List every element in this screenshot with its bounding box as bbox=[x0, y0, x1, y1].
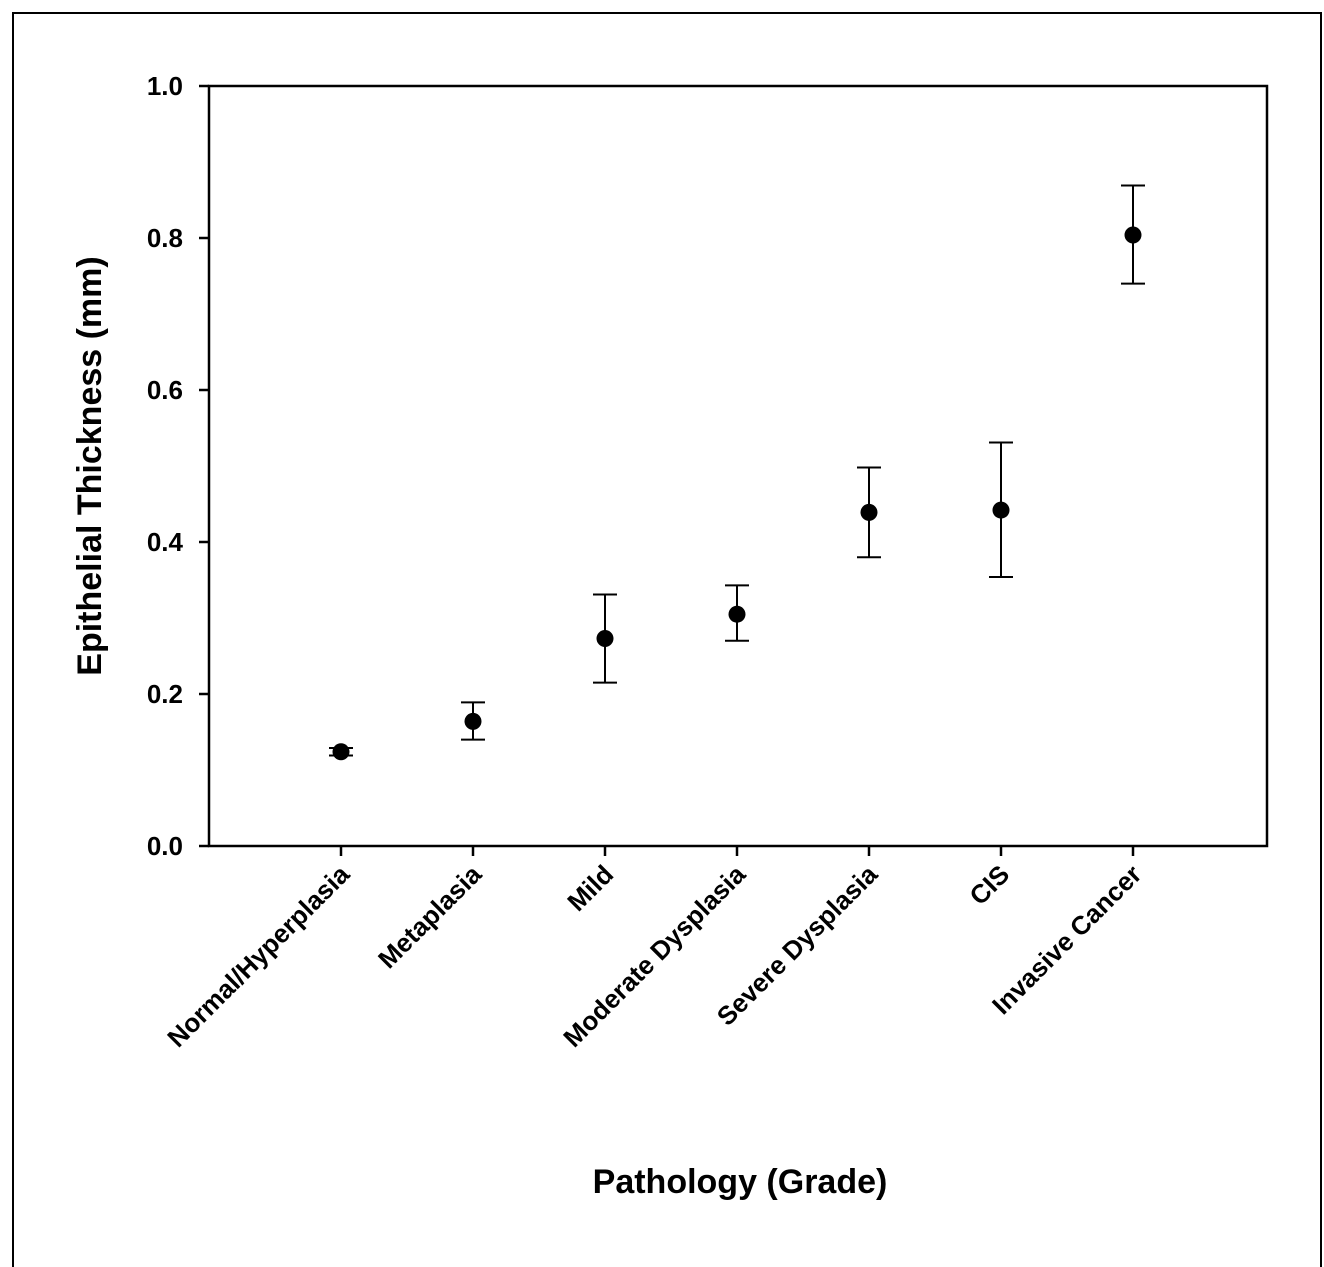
data-point-0 bbox=[329, 743, 353, 761]
marker-1 bbox=[464, 712, 482, 730]
data-point-1 bbox=[461, 701, 485, 741]
marker-6 bbox=[1124, 226, 1142, 244]
data-series bbox=[329, 184, 1145, 761]
plot-area bbox=[207, 84, 1269, 848]
x-axis-title: Pathology (Grade) bbox=[593, 1163, 888, 1201]
x-tick-label-1: Metaplasia bbox=[372, 859, 488, 975]
x-tick-label-5: CIS bbox=[963, 859, 1015, 911]
x-tick-label-2: Mild bbox=[561, 859, 619, 917]
x-tick-label-0: Normal/Hyperplasia bbox=[161, 859, 355, 1053]
marker-3 bbox=[728, 605, 746, 623]
marker-5 bbox=[992, 501, 1010, 519]
x-axis: Normal/Hyperplasia Metaplasia MildModerate… bbox=[161, 846, 1147, 1053]
figure-frame bbox=[12, 12, 1322, 1267]
y-tick-label-4: 0.8 bbox=[147, 223, 183, 253]
marker-0 bbox=[332, 743, 350, 761]
data-point-2 bbox=[593, 593, 617, 684]
y-tick-label-0: 0.0 bbox=[147, 831, 183, 861]
data-point-6 bbox=[1121, 184, 1145, 285]
data-point-5 bbox=[989, 441, 1013, 578]
marker-4 bbox=[860, 503, 878, 521]
data-point-4 bbox=[857, 466, 881, 559]
y-axis-title: Epithelial Thickness (mm) bbox=[71, 256, 109, 675]
y-tick-label-1: 0.2 bbox=[147, 679, 183, 709]
marker-2 bbox=[596, 630, 614, 648]
data-point-3 bbox=[725, 584, 749, 642]
y-tick-label-3: 0.6 bbox=[147, 375, 183, 405]
y-axis: 0.0 0.2 0.4 0.6 0.8 1.0 bbox=[147, 71, 209, 861]
y-tick-label-5: 1.0 bbox=[147, 71, 183, 101]
y-tick-label-2: 0.4 bbox=[147, 527, 184, 557]
